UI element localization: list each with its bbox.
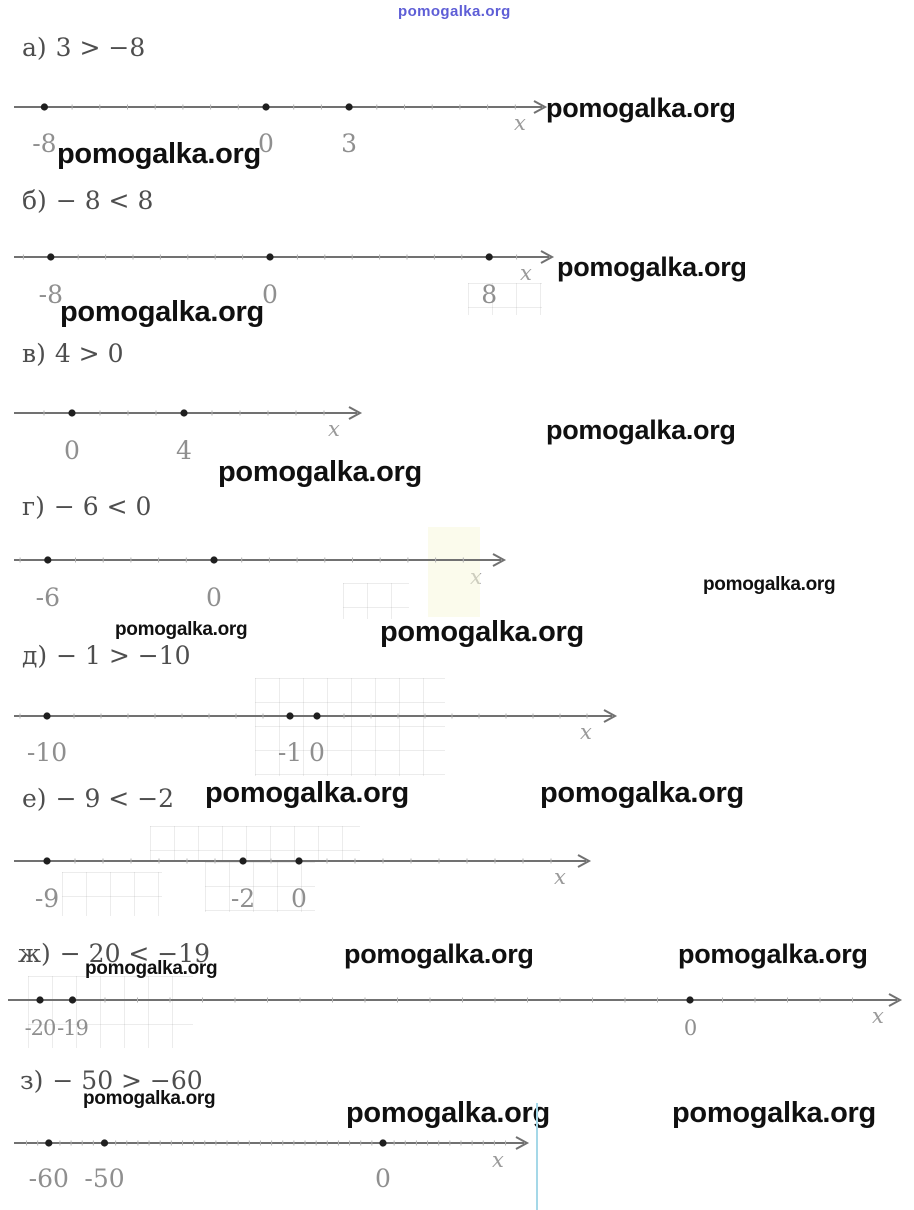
scan-grid-artifact	[28, 976, 193, 1048]
watermark: pomogalka.org	[344, 939, 534, 969]
scan-grid-artifact	[62, 872, 162, 916]
section-e-letter: е)	[22, 784, 47, 813]
watermark: pomogalka.org	[346, 1097, 550, 1129]
axis-x-label: x	[554, 865, 566, 889]
axis-x-label: x	[580, 720, 592, 744]
number-line-v	[14, 406, 363, 420]
section-g-inequality: − 6 < 0	[53, 492, 152, 521]
point-label-z--60: -60	[28, 1164, 69, 1193]
watermark: pomogalka.org	[85, 958, 218, 979]
watermark: pomogalka.org	[57, 138, 261, 170]
number-line-e	[14, 854, 592, 868]
watermark-top: pomogalka.org	[398, 3, 511, 20]
watermark: pomogalka.org	[83, 1088, 216, 1109]
point-label-d-0: 0	[309, 738, 325, 767]
axis-x-label: x	[872, 1004, 884, 1028]
section-d-inequality: − 1 > −10	[56, 641, 191, 670]
point-label-zh--20: -20	[24, 1016, 57, 1040]
scan-grid-artifact	[468, 283, 542, 315]
point-label-g--6: -6	[35, 583, 60, 612]
point-label-d--10: -10	[26, 738, 68, 767]
watermark: pomogalka.org	[678, 939, 868, 969]
section-v-letter: в)	[22, 339, 46, 368]
watermark: pomogalka.org	[546, 93, 736, 123]
axis-x-label: x	[492, 1148, 504, 1172]
scan-grid-artifact	[343, 583, 409, 619]
point-label-a-3: 3	[341, 129, 358, 158]
watermark: pomogalka.org	[672, 1097, 876, 1129]
point-label-zh--19: -19	[57, 1016, 89, 1040]
point-label-a--8: -8	[32, 129, 57, 158]
section-e-inequality: − 9 < −2	[55, 784, 175, 813]
point-label-b-0: 0	[262, 280, 278, 309]
number-line-z	[14, 1136, 530, 1150]
section-zh-letter: ж)	[18, 939, 51, 968]
watermark: pomogalka.org	[703, 574, 836, 595]
point-label-e-0: 0	[291, 884, 307, 913]
scan-grid-artifact	[150, 826, 360, 862]
number-line-g	[14, 553, 507, 567]
section-zh-header: ж) − 20 < −19	[18, 939, 210, 968]
point-label-zh-0: 0	[683, 1016, 697, 1040]
point-label-z-0: 0	[375, 1164, 391, 1193]
scan-grid-artifact	[255, 678, 445, 776]
point-label-a-0: 0	[258, 129, 274, 158]
scan-blue-line-artifact	[536, 1103, 538, 1210]
point-label-v-0: 0	[64, 436, 80, 465]
section-z-inequality: − 50 > −60	[52, 1066, 203, 1095]
point-label-e--9: -9	[34, 884, 60, 913]
watermark: pomogalka.org	[546, 415, 736, 445]
section-g-letter: г)	[22, 492, 45, 521]
point-label-e--2: -2	[230, 884, 256, 913]
watermark: pomogalka.org	[540, 777, 744, 809]
point-label-g-0: 0	[206, 583, 222, 612]
section-a-header: а) 3 > −8	[22, 33, 145, 62]
point-label-b--8: -8	[38, 280, 63, 309]
watermark: pomogalka.org	[380, 616, 584, 648]
section-v-header: в) 4 > 0	[22, 339, 123, 368]
section-a-letter: а)	[22, 33, 47, 62]
scan-grid-artifact	[205, 862, 315, 912]
watermark: pomogalka.org	[557, 252, 747, 282]
section-z-header: з) − 50 > −60	[20, 1066, 203, 1095]
axis-x-label: x	[328, 417, 340, 441]
watermark: pomogalka.org	[60, 296, 264, 328]
watermark: pomogalka.org	[115, 619, 248, 640]
point-label-d--1: -1	[277, 738, 303, 767]
axis-x-label: x	[520, 261, 532, 285]
watermark: pomogalka.org	[205, 777, 409, 809]
section-g-header: г) − 6 < 0	[22, 492, 151, 521]
section-d-letter: д)	[22, 641, 48, 670]
number-line-b	[14, 250, 555, 264]
axis-x-label: x	[514, 111, 526, 135]
section-b-inequality: − 8 < 8	[55, 186, 154, 215]
scan-highlight-artifact	[428, 527, 480, 617]
watermark: pomogalka.org	[218, 456, 422, 488]
point-label-z--50: -50	[84, 1164, 125, 1193]
section-v-inequality: 4 > 0	[54, 339, 124, 368]
section-e-header: е) − 9 < −2	[22, 784, 174, 813]
number-line-d	[14, 709, 618, 723]
point-label-v-4: 4	[176, 436, 192, 465]
point-label-b-8: 8	[481, 280, 498, 309]
section-d-header: д) − 1 > −10	[22, 641, 191, 670]
number-line-a	[14, 100, 548, 114]
number-line-zh	[8, 993, 903, 1007]
section-z-letter: з)	[20, 1066, 44, 1095]
section-zh-inequality: − 20 < −19	[59, 939, 211, 968]
section-b-letter: б)	[22, 186, 47, 215]
section-b-header: б) − 8 < 8	[22, 186, 153, 215]
section-a-inequality: 3 > −8	[55, 33, 146, 62]
